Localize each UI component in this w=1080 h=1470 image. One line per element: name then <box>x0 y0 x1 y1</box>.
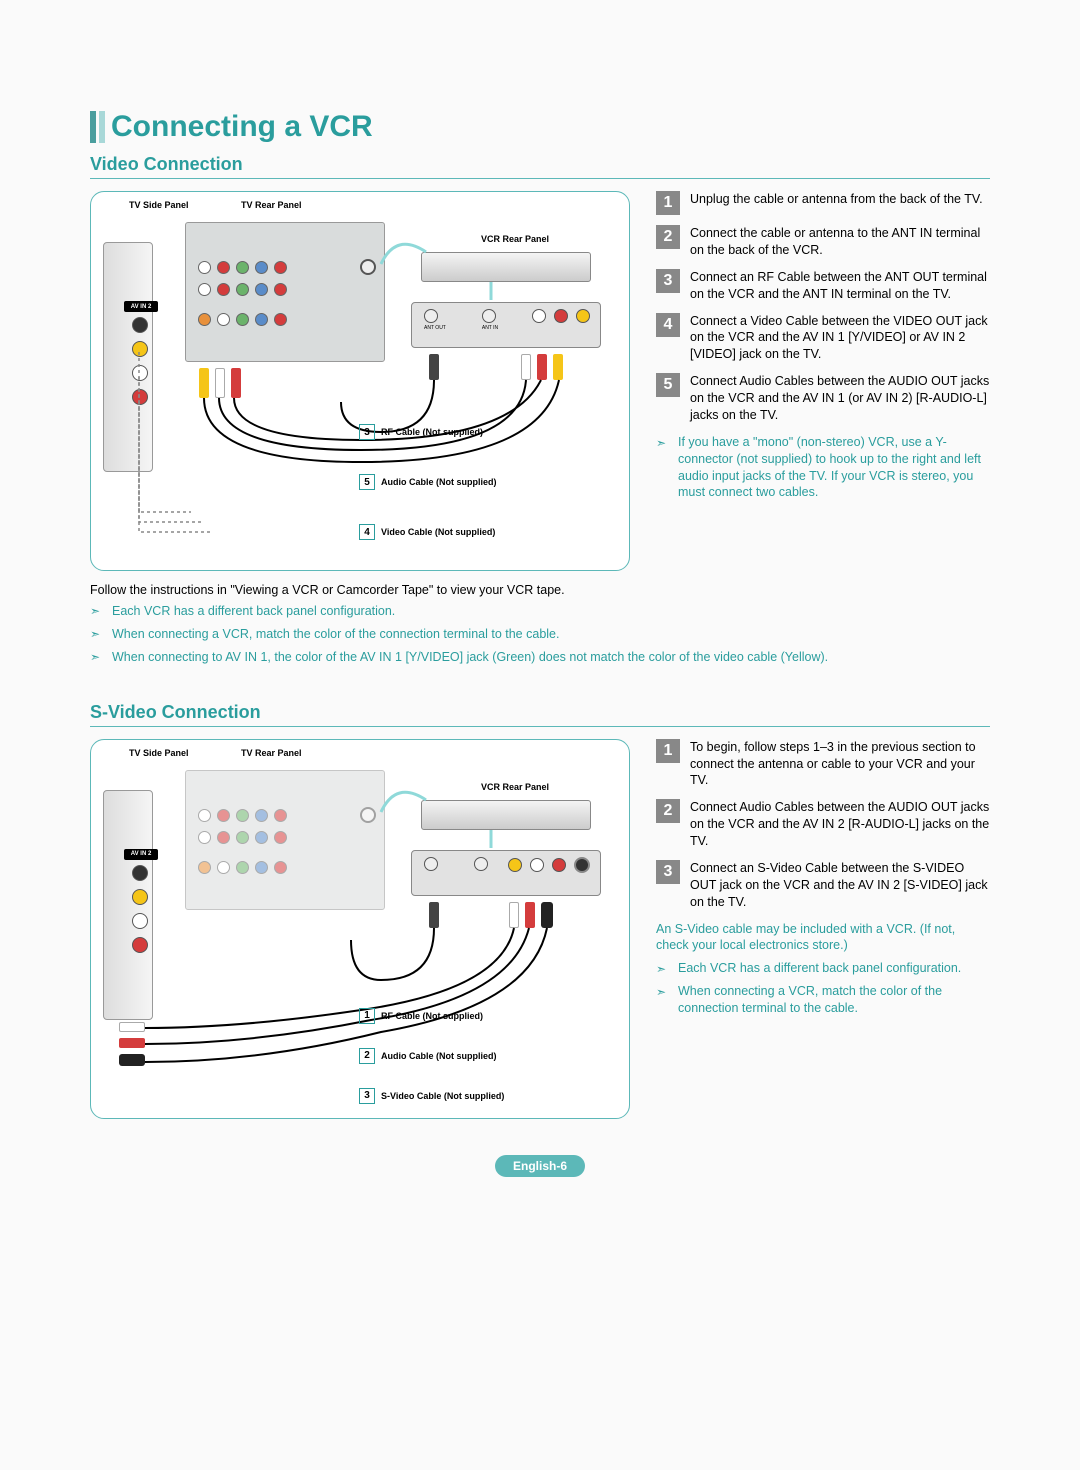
note-arrow-icon: ➣ <box>90 650 104 666</box>
label-vcr: VCR Rear Panel <box>481 782 549 792</box>
bottom-text: Follow the instructions in "Viewing a VC… <box>90 583 990 597</box>
section2-heading: S-Video Connection <box>90 702 990 727</box>
step-text: Connect Audio Cables between the AUDIO O… <box>690 799 990 850</box>
avin2-tag: AV IN 2 <box>124 849 158 860</box>
side-note: If you have a "mono" (non-stereo) VCR, u… <box>678 434 990 502</box>
cable-text-video: Video Cable (Not supplied) <box>381 527 495 537</box>
bottom-note: When connecting a VCR, match the color o… <box>112 626 559 643</box>
cable-num: 1 <box>359 1008 375 1024</box>
svideo-jack-icon <box>132 317 148 333</box>
vcr-rear-panel: ANT OUT ANT IN <box>411 302 601 348</box>
tv-side-panel: AV IN 2 <box>103 790 153 1020</box>
audio-l-jack-icon <box>132 365 148 381</box>
video-jack-icon <box>132 889 148 905</box>
note-arrow-icon: ➣ <box>656 961 670 977</box>
vcr-unit-icon <box>421 252 591 282</box>
cable-num: 3 <box>359 1088 375 1104</box>
steps-video: 1 Unplug the cable or antenna from the ba… <box>656 191 990 571</box>
page-number-pill: English-6 <box>495 1155 585 1177</box>
step-num: 2 <box>656 799 680 823</box>
cable-text: RF Cable (Not supplied) <box>381 1011 483 1021</box>
cable-text-rf: RF Cable (Not supplied) <box>381 427 483 437</box>
side-note: An S-Video cable may be included with a … <box>656 921 990 955</box>
cable-num-4: 4 <box>359 524 375 540</box>
audio-r-jack-icon <box>132 937 148 953</box>
steps-svideo: 1 To begin, follow steps 1–3 in the previ… <box>656 739 990 1119</box>
section1-heading: Video Connection <box>90 154 990 179</box>
cable-num-5: 5 <box>359 474 375 490</box>
note-arrow-icon: ➣ <box>90 627 104 643</box>
cable-text-audio: Audio Cable (Not supplied) <box>381 477 497 487</box>
step-text: To begin, follow steps 1–3 in the previo… <box>690 739 990 790</box>
audio-r-jack-icon <box>132 389 148 405</box>
step-num: 4 <box>656 313 680 337</box>
cable-text: S-Video Cable (Not supplied) <box>381 1091 504 1101</box>
svideo-jack-icon <box>132 865 148 881</box>
note-arrow-icon: ➣ <box>656 435 670 502</box>
cable-num: 2 <box>359 1048 375 1064</box>
step-text: Connect Audio Cables between the AUDIO O… <box>690 373 990 424</box>
label-tv-side: TV Side Panel <box>129 200 189 210</box>
page-title: Connecting a VCR <box>111 110 373 144</box>
note-arrow-icon: ➣ <box>90 604 104 620</box>
ant-in-jack-icon <box>360 259 376 275</box>
title-bars-icon <box>90 111 105 143</box>
label-tv-rear: TV Rear Panel <box>241 748 302 758</box>
audio-l-jack-icon <box>132 913 148 929</box>
label-vcr: VCR Rear Panel <box>481 234 549 244</box>
bottom-note: Each VCR has a different back panel conf… <box>112 603 395 620</box>
vcr-rear-panel <box>411 850 601 896</box>
video-jack-icon <box>132 341 148 357</box>
tv-rear-panel <box>185 222 385 362</box>
svideo-out-icon <box>574 857 590 873</box>
step-text: Connect an RF Cable between the ANT OUT … <box>690 269 990 303</box>
bottom-note: When connecting to AV IN 1, the color of… <box>112 649 828 666</box>
section-svideo-connection: S-Video Connection TV Side Panel TV Rear… <box>90 702 990 1119</box>
step-text: Connect an S-Video Cable between the S-V… <box>690 860 990 911</box>
tv-rear-panel-dim <box>185 770 385 910</box>
step-num: 2 <box>656 225 680 249</box>
step-num: 1 <box>656 191 680 215</box>
step-text: Connect the cable or antenna to the ANT … <box>690 225 990 259</box>
diagram-video: TV Side Panel TV Rear Panel VCR Rear Pan… <box>90 191 630 571</box>
page-footer: English-6 <box>90 1155 990 1177</box>
section-video-connection: Video Connection TV Side Panel TV Rear P… <box>90 154 990 666</box>
avin2-tag: AV IN 2 <box>124 301 158 312</box>
vcr-unit-icon <box>421 800 591 830</box>
diagram-svideo: TV Side Panel TV Rear Panel VCR Rear Pan… <box>90 739 630 1119</box>
bottom-note: When connecting a VCR, match the color o… <box>678 983 990 1017</box>
label-tv-side: TV Side Panel <box>129 748 189 758</box>
page-title-row: Connecting a VCR <box>90 110 990 144</box>
step-num: 5 <box>656 373 680 397</box>
tv-side-panel: AV IN 2 <box>103 242 153 472</box>
step-num: 3 <box>656 269 680 293</box>
step-num: 3 <box>656 860 680 884</box>
step-text: Unplug the cable or antenna from the bac… <box>690 191 990 215</box>
bottom-note: Each VCR has a different back panel conf… <box>678 960 961 977</box>
step-num: 1 <box>656 739 680 763</box>
cable-text: Audio Cable (Not supplied) <box>381 1051 497 1061</box>
cable-num-3: 3 <box>359 424 375 440</box>
label-tv-rear: TV Rear Panel <box>241 200 302 210</box>
step-text: Connect a Video Cable between the VIDEO … <box>690 313 990 364</box>
note-arrow-icon: ➣ <box>656 984 670 1017</box>
